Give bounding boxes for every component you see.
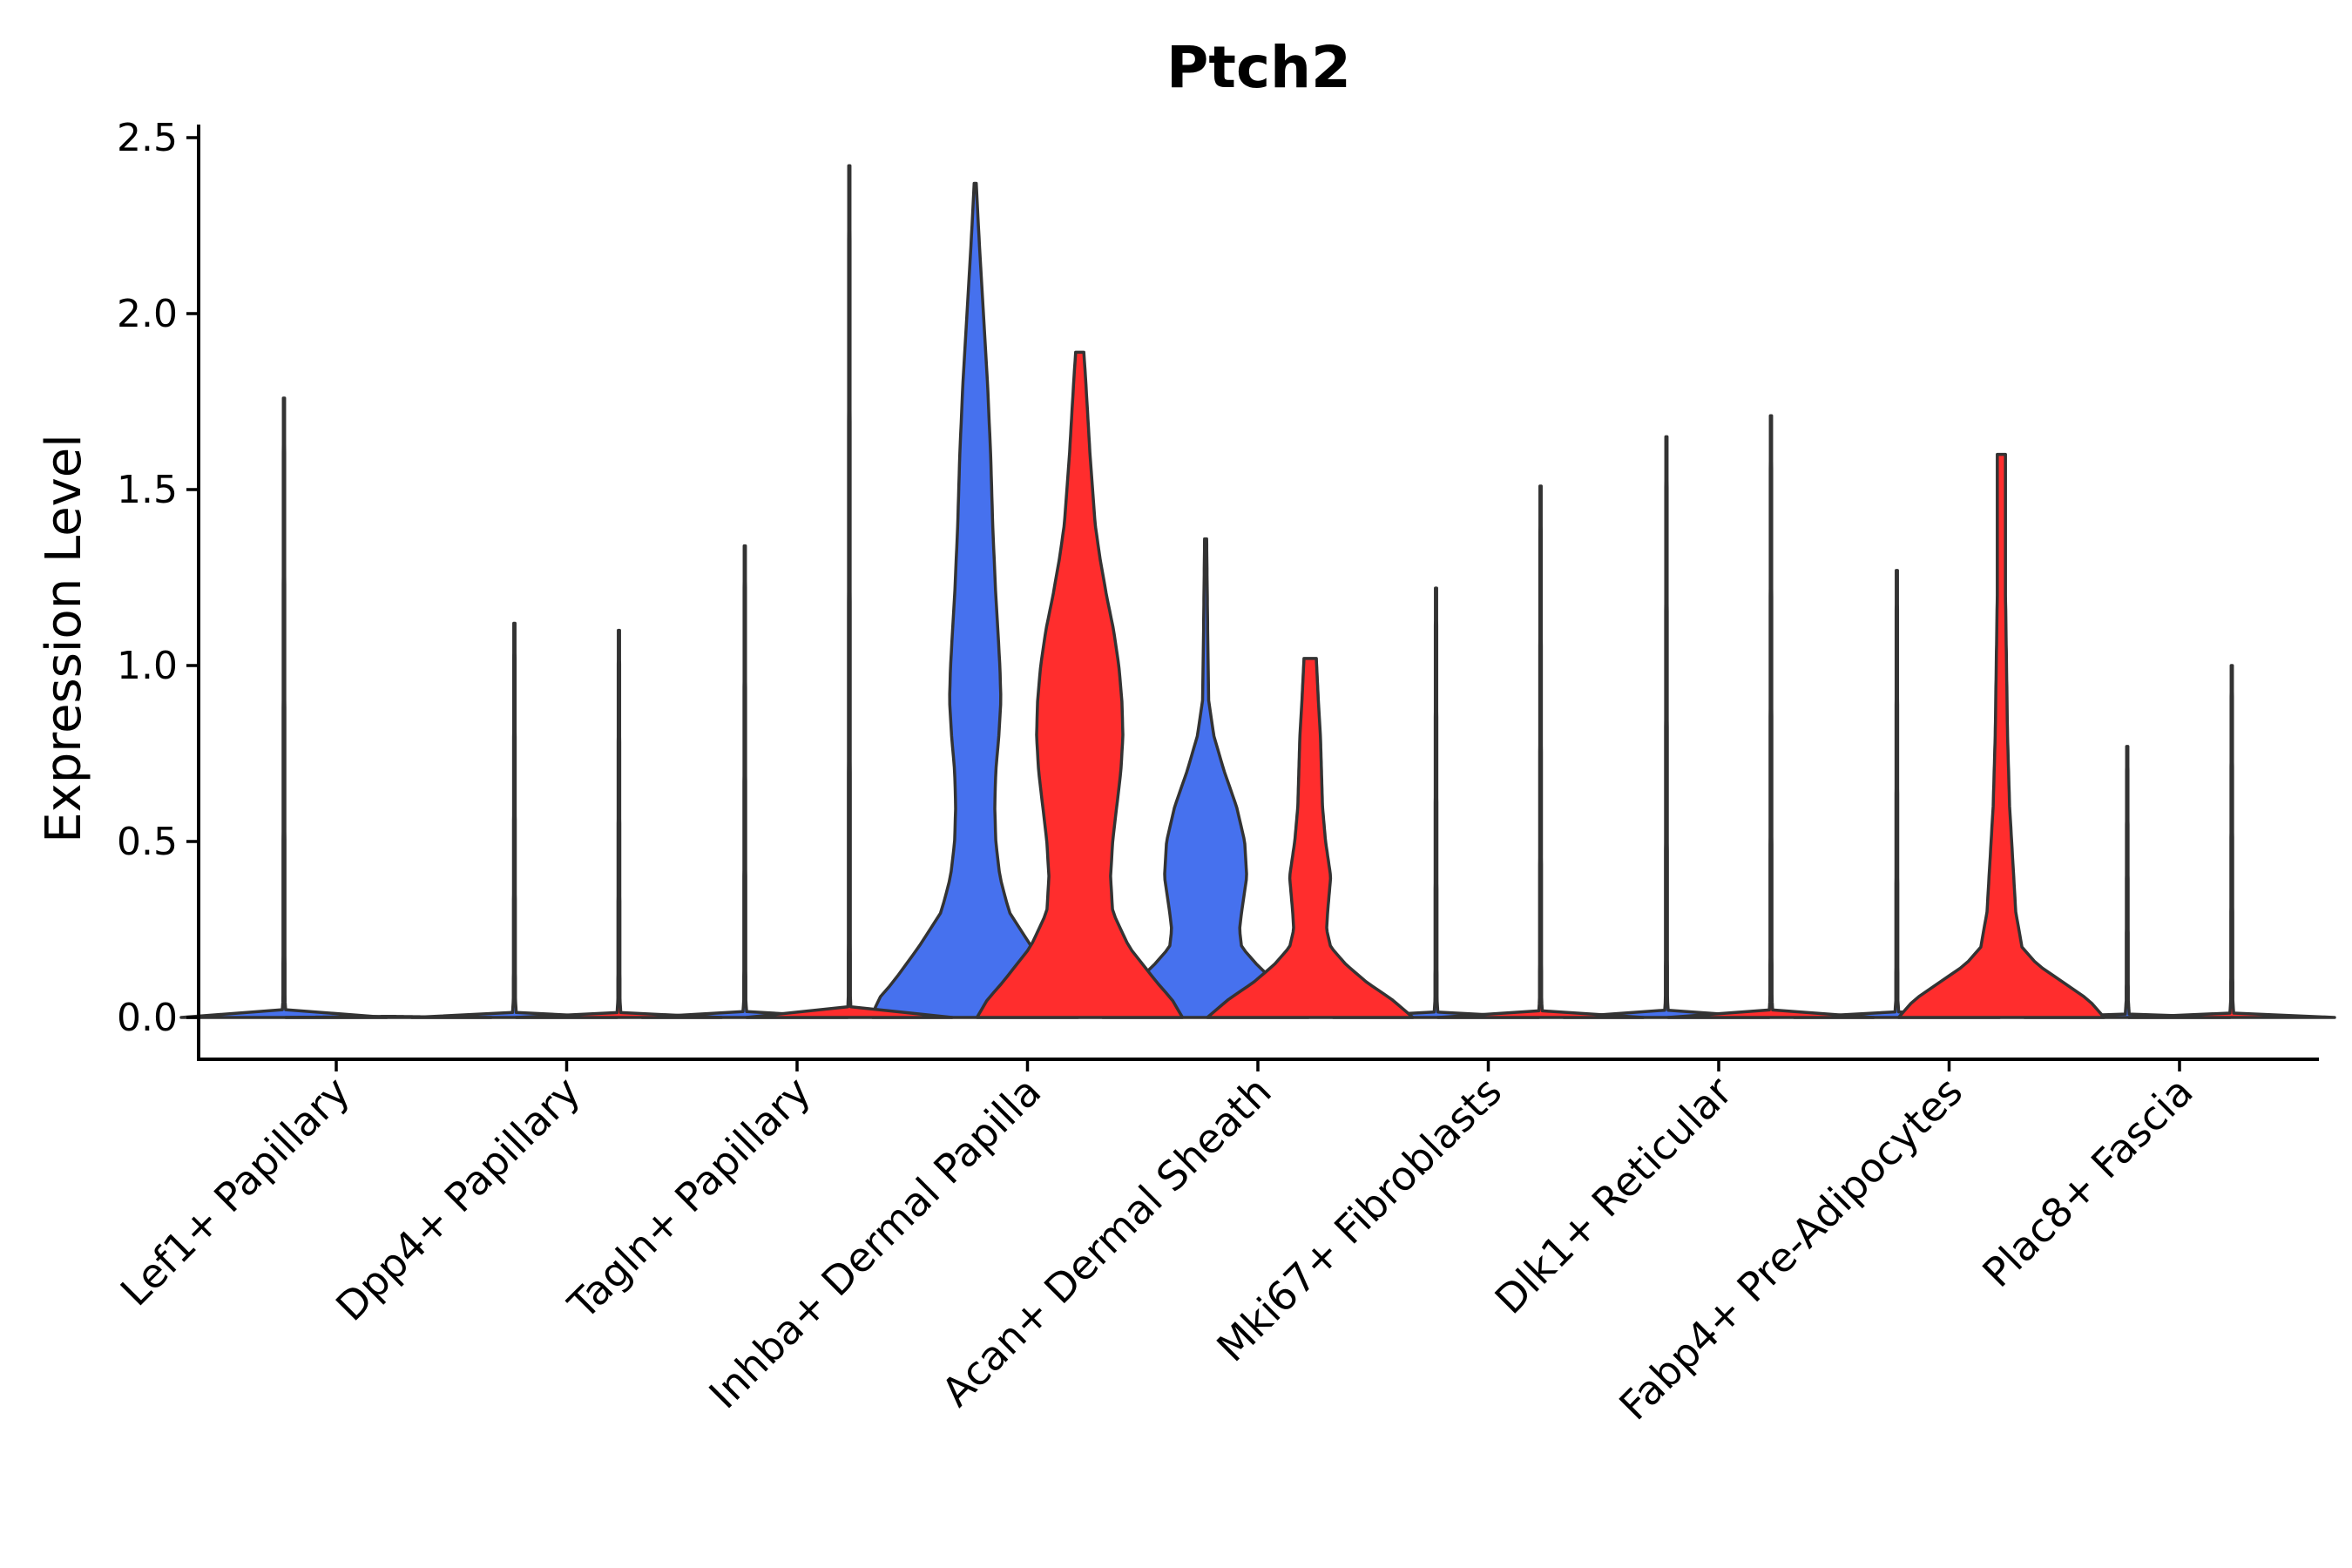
violin-group1-1 (179, 396, 389, 1019)
x-tick-label: Dpp4+ Papillary (327, 1068, 589, 1330)
violin-group1-9 (2023, 745, 2232, 1019)
y-axis-label: Expression Level (36, 434, 92, 843)
violin-group1-4 (870, 181, 1080, 1019)
x-tick-label: Tagln+ Papillary (558, 1068, 820, 1329)
chart-title: Ptch2 (1166, 34, 1351, 101)
y-tick-label: 1.5 (117, 468, 178, 512)
y-tick-label: 0.5 (117, 820, 178, 864)
violin-group2-4 (975, 350, 1185, 1019)
y-tick-label: 0.0 (117, 996, 178, 1040)
violin-group1-2 (409, 621, 619, 1019)
y-ticks: 0.0 0.5 1.0 1.5 2.0 2.5 (117, 116, 199, 1040)
y-tick-label: 2.0 (117, 292, 178, 336)
y-tick-label: 2.5 (117, 116, 178, 160)
violin-group2-2 (514, 628, 724, 1019)
x-tick-label: Plac8+ Fascia (1973, 1068, 2201, 1296)
violin-group2-5 (1206, 657, 1415, 1019)
violin-group1-6 (1331, 586, 1541, 1019)
violin-layer (179, 164, 2336, 1019)
y-tick-label: 1.0 (117, 644, 178, 688)
violin-group1-3 (640, 544, 849, 1019)
violin-group2-8 (1896, 452, 2106, 1019)
violin-group1-8 (1792, 569, 2002, 1019)
violin-group1-5 (1101, 537, 1310, 1019)
violin-group2-9 (2127, 664, 2336, 1019)
x-tick-label: Lef1+ Papillary (112, 1068, 359, 1315)
violin-group2-6 (1436, 484, 1646, 1019)
violin-group2-7 (1666, 414, 1876, 1019)
x-tick-label: Dlk1+ Reticular (1486, 1068, 1741, 1323)
violin-group1-7 (1562, 435, 1771, 1019)
violin-group2-3 (745, 164, 954, 1019)
